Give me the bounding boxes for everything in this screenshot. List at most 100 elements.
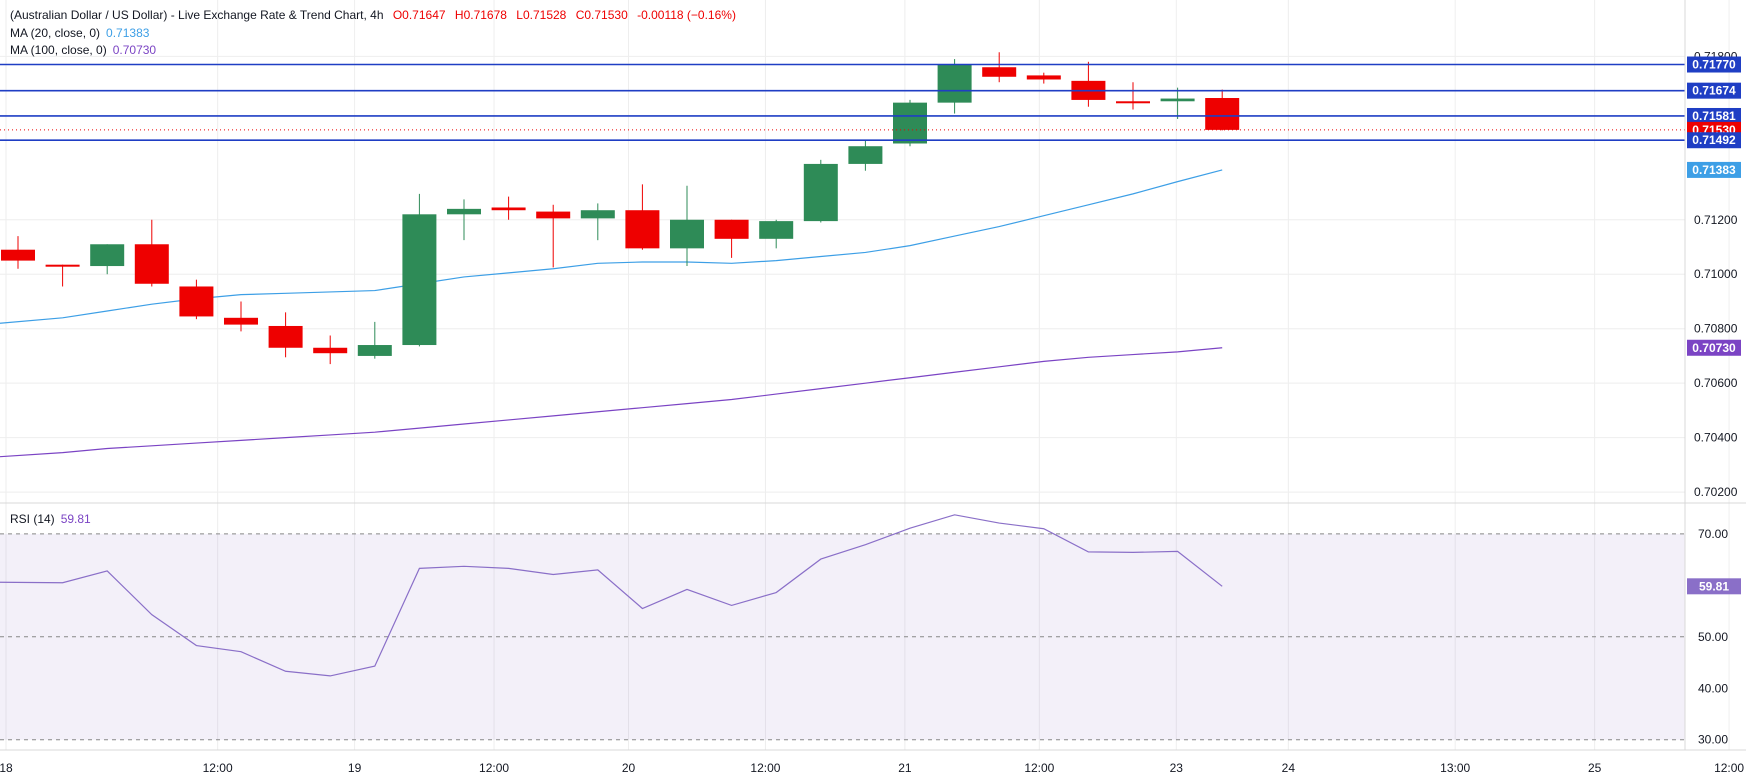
ma20-value: 0.71383 — [106, 26, 150, 40]
price-label-bg — [1687, 82, 1741, 99]
price-label-bg — [1687, 161, 1741, 178]
x-tick-label: 13:00 — [1440, 761, 1470, 775]
candle-body — [1160, 98, 1195, 102]
candle — [134, 219, 169, 287]
ma100-legend[interactable]: MA (100, close, 0) 0.70730 — [10, 43, 156, 57]
candle — [357, 321, 392, 359]
rsi-tick-label: 30.00 — [1698, 733, 1728, 747]
candle-body — [45, 264, 80, 267]
candle — [45, 264, 80, 287]
candle — [90, 244, 125, 275]
y-tick-label: 0.70600 — [1694, 376, 1738, 390]
price-label-bg — [1687, 56, 1741, 73]
candle-body — [1205, 98, 1240, 130]
price-label: 0.71492 — [1687, 132, 1741, 149]
candle-body — [937, 64, 972, 103]
candle — [1160, 87, 1195, 119]
candle-body — [447, 208, 481, 215]
candle-body — [134, 244, 169, 284]
price-label-text: 59.81 — [1699, 579, 1729, 593]
x-tick-label: 12:00 — [479, 761, 509, 775]
price-label: 0.71581 — [1687, 107, 1741, 124]
low-value: L0.71528 — [516, 8, 567, 22]
close-value: C0.71530 — [575, 8, 628, 22]
x-tick-label: 21 — [898, 761, 912, 775]
rsi-legend[interactable]: RSI (14) 59.81 — [10, 512, 91, 526]
candle — [759, 219, 794, 249]
candles — [1, 52, 1240, 365]
symbol-legend: (Australian Dollar / US Dollar) - Live E… — [10, 8, 742, 22]
price-label: 0.71770 — [1687, 56, 1741, 73]
candle-body — [224, 317, 258, 325]
price-label-text: 0.71383 — [1692, 163, 1736, 177]
rsi-value-label: 59.81 — [1687, 578, 1741, 595]
y-tick-label: 0.70800 — [1694, 322, 1738, 336]
price-label-bg — [1687, 132, 1741, 149]
ma100-value: 0.70730 — [112, 43, 157, 57]
candle — [625, 184, 660, 250]
candle-body — [580, 210, 615, 219]
candle — [491, 196, 526, 220]
price-labels: 0.717700.716740.715810.715300.714920.713… — [1687, 56, 1741, 595]
rsi-tick-label: 70.00 — [1698, 527, 1728, 541]
candle — [179, 279, 214, 320]
candle-body — [1, 249, 35, 261]
rsi-polyline — [0, 514, 1223, 677]
candle — [1205, 89, 1240, 131]
candle-body — [893, 102, 927, 144]
candle — [447, 199, 481, 241]
rsi-label: RSI (14) — [10, 512, 55, 526]
candle-body — [268, 325, 303, 348]
candle-body — [803, 163, 838, 222]
candle-body — [982, 67, 1017, 77]
open-value: O0.71647 — [392, 8, 446, 22]
x-tick-label: 20 — [622, 761, 636, 775]
rsi-line — [0, 514, 1223, 677]
candle-body — [714, 219, 749, 239]
horizontal-levels[interactable] — [0, 63, 1685, 142]
price-label: 0.70730 — [1687, 339, 1741, 356]
candle-body — [759, 221, 794, 239]
x-tick-label: 12:00 — [1714, 761, 1744, 775]
ma20-label: MA (20, close, 0) — [10, 26, 101, 40]
candle — [1116, 82, 1150, 110]
candle-body — [1116, 101, 1150, 104]
y-tick-label: 0.70400 — [1694, 431, 1738, 445]
candle — [803, 159, 838, 223]
price-label-bg — [1687, 107, 1741, 124]
candle-body — [402, 214, 437, 346]
moving-averages — [0, 169, 1223, 458]
candle — [1071, 61, 1106, 107]
candle — [268, 312, 303, 358]
price-label-text: 0.71492 — [1692, 133, 1736, 147]
candle-body — [357, 345, 392, 356]
y-tick-label: 0.71000 — [1694, 267, 1738, 281]
grid — [0, 0, 1730, 750]
candle — [224, 301, 258, 332]
rsi-tick-label: 50.00 — [1698, 630, 1728, 644]
symbol-title: (Australian Dollar / US Dollar) - Live E… — [10, 8, 384, 22]
candle — [536, 204, 571, 268]
candle-body — [848, 146, 883, 164]
x-tick-label: 23 — [1170, 761, 1184, 775]
price-label-text: 0.71581 — [1692, 109, 1736, 123]
ma20-line — [0, 169, 1223, 324]
y-tick-label: 0.70200 — [1694, 485, 1738, 499]
price-label-text: 0.70730 — [1692, 341, 1736, 355]
candle-body — [90, 244, 125, 267]
candle — [1026, 72, 1061, 84]
candle-body — [536, 211, 571, 219]
ma20-legend[interactable]: MA (20, close, 0) 0.71383 — [10, 26, 149, 40]
x-tick-label: 12:00 — [203, 761, 233, 775]
candle-body — [313, 347, 348, 354]
price-label-bg — [1687, 578, 1741, 595]
candle — [580, 203, 615, 241]
x-tick-label: 18 — [0, 761, 13, 775]
candle — [1, 236, 35, 269]
candle — [402, 193, 437, 347]
ma100-line — [0, 347, 1223, 458]
candle-body — [1026, 75, 1061, 80]
candle — [313, 335, 348, 365]
candle-body — [625, 210, 660, 249]
